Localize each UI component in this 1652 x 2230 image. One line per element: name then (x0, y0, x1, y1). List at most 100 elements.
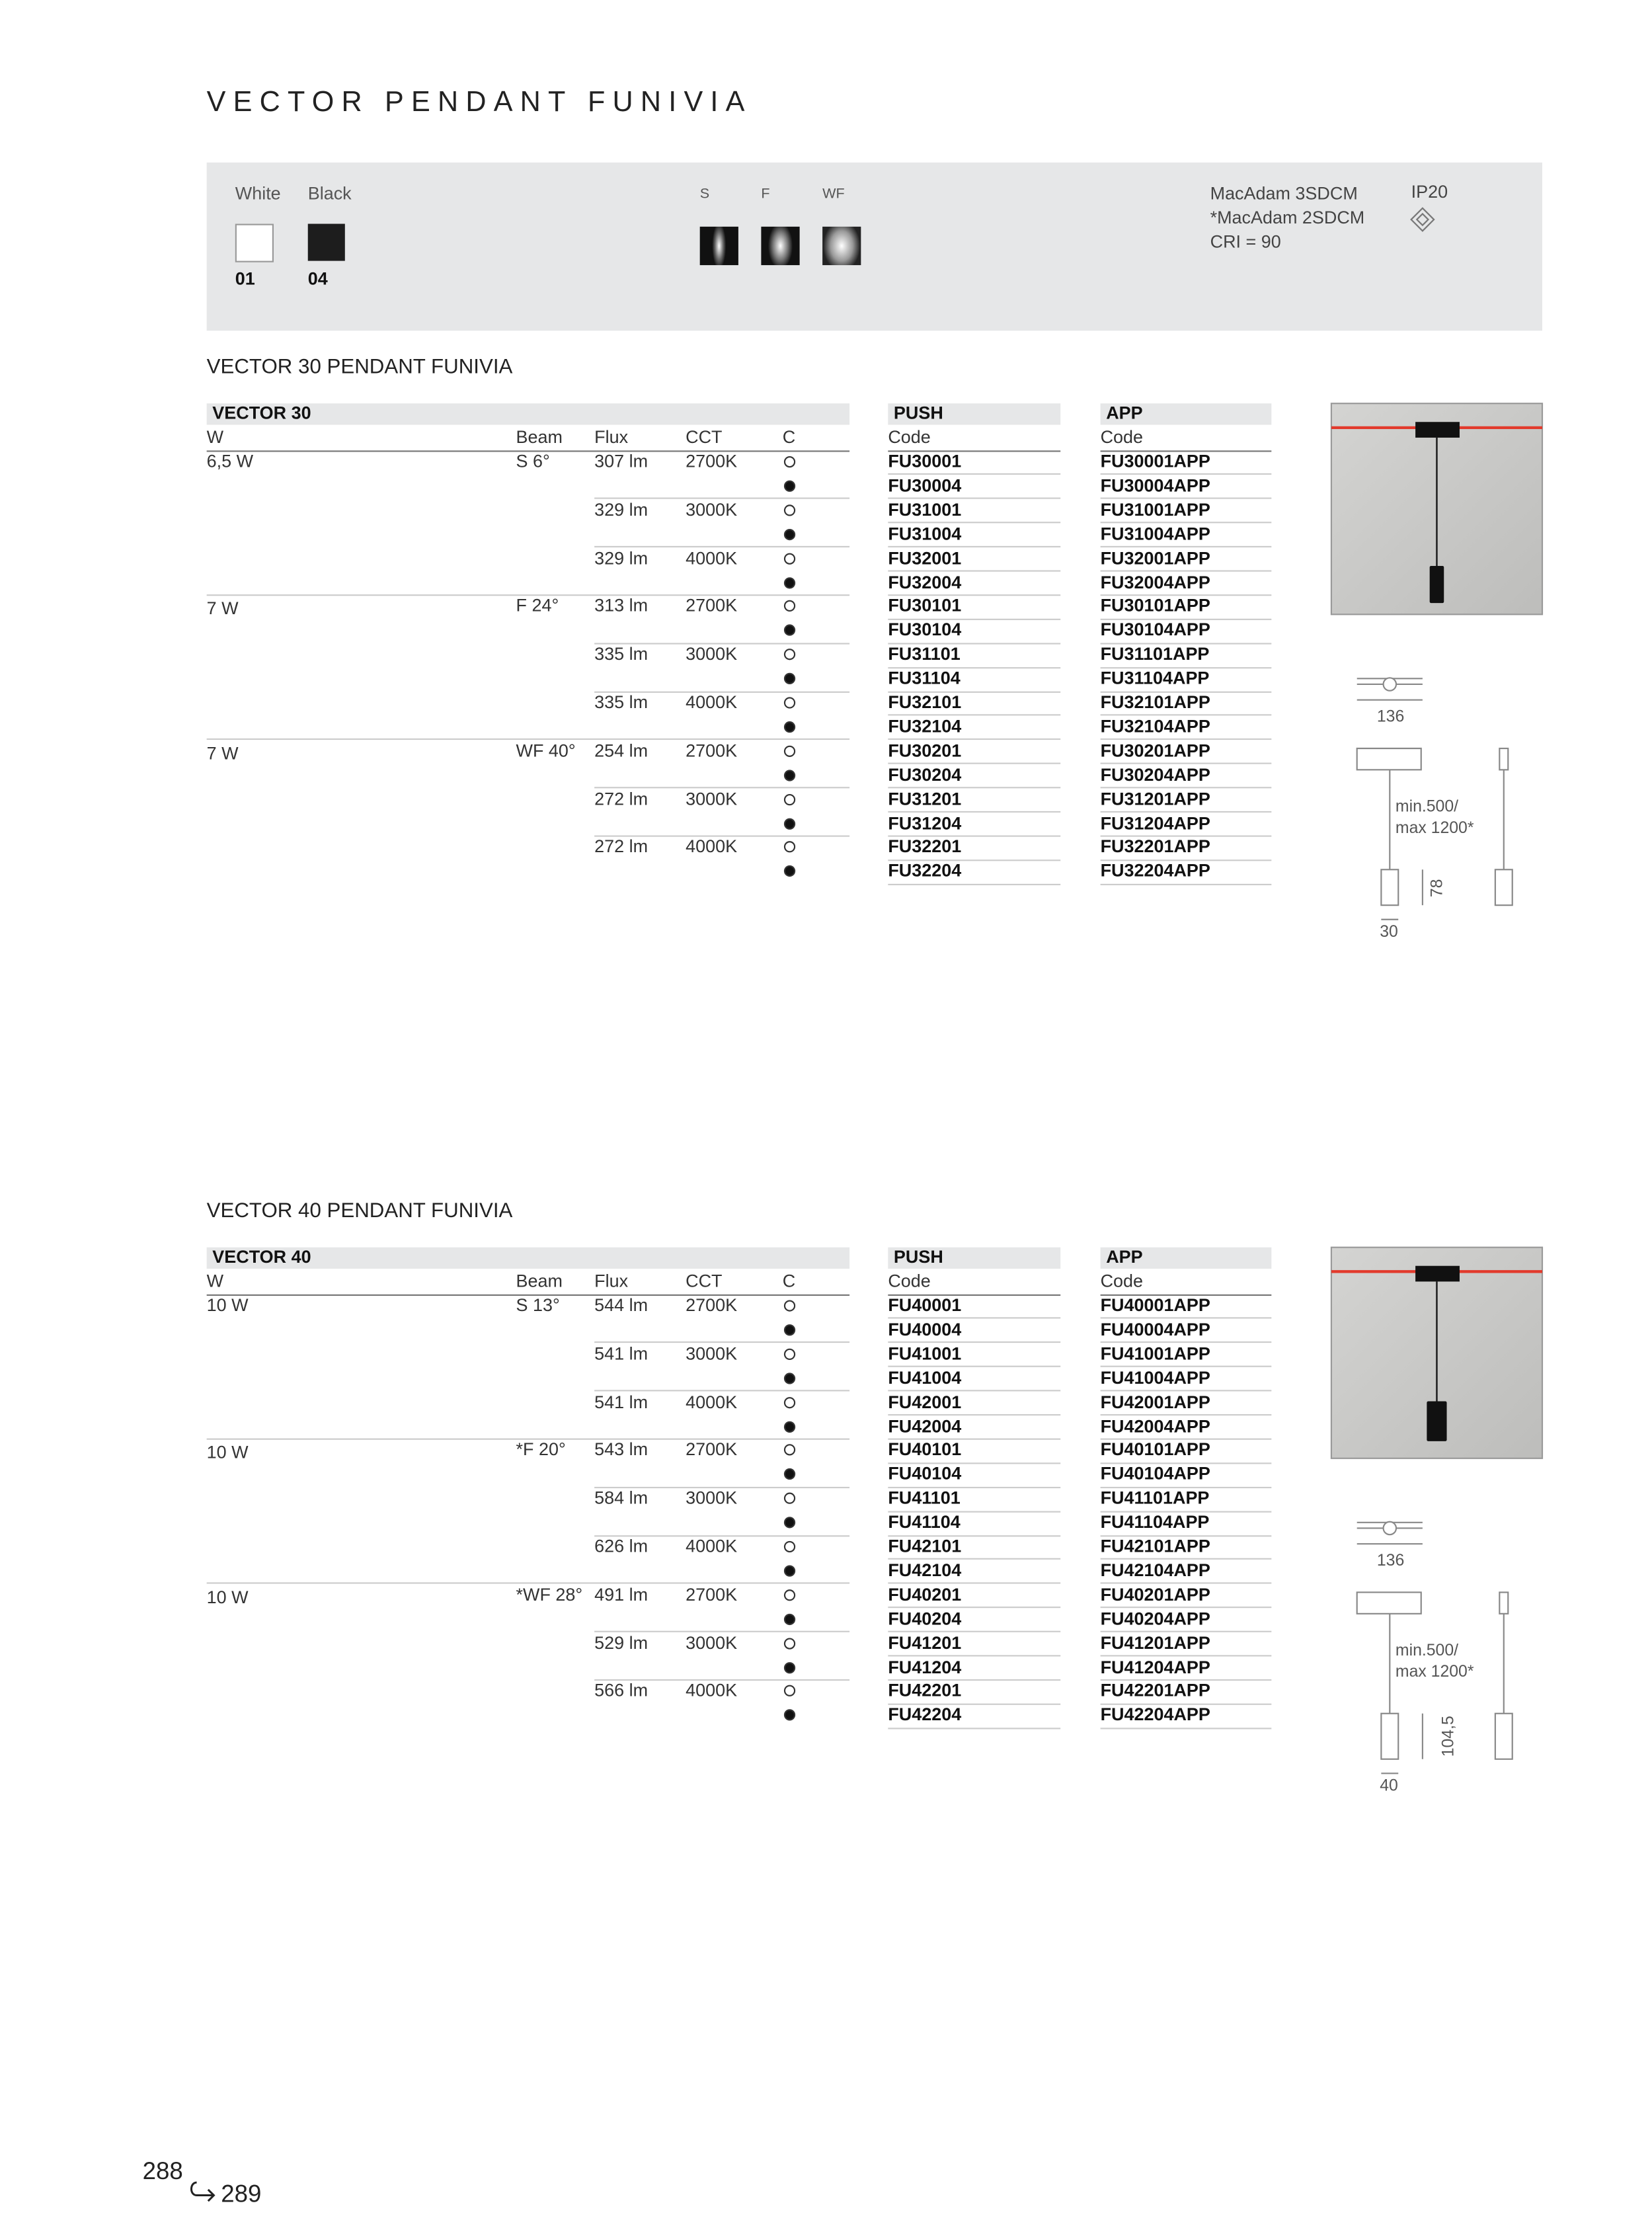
rule (888, 1414, 1061, 1416)
cct: 3000K (686, 789, 738, 809)
app-code: FU30104APP (1100, 620, 1210, 641)
finish-dot (783, 600, 796, 612)
power: 10 W (206, 1587, 249, 1608)
finish-dot (783, 1348, 796, 1360)
push-code: FU32104 (888, 716, 962, 737)
push-code: FU42001 (888, 1392, 962, 1412)
finish-dot (783, 1637, 796, 1649)
app-code: FU41204APP (1100, 1657, 1210, 1677)
push-header: PUSH (893, 1247, 943, 1267)
technical-drawing (1340, 670, 1525, 955)
rule (1100, 642, 1272, 644)
page-title: VECTOR PENDANT FUNIVIA (206, 87, 752, 118)
rule (594, 1534, 850, 1536)
app-code: FU32201APP (1100, 836, 1210, 857)
rule (888, 570, 1061, 572)
rule (1100, 1703, 1272, 1705)
cct: 4000K (686, 836, 738, 857)
rule (888, 1558, 1061, 1560)
rule (888, 1438, 1061, 1440)
app-code: FU32001APP (1100, 547, 1210, 568)
rule (1100, 522, 1272, 524)
finish-dot (783, 745, 796, 757)
dimension: 136 (1376, 1552, 1405, 1570)
rule (1100, 1438, 1272, 1440)
push-code: FU32004 (888, 572, 962, 592)
app-code: FU41101APP (1100, 1488, 1210, 1509)
push-code: FU32001 (888, 547, 962, 568)
rule (888, 787, 1061, 789)
rule (888, 546, 1061, 548)
finish-dot (783, 649, 796, 660)
column-header: C (782, 1271, 796, 1291)
rule (1100, 811, 1272, 813)
finish-dot (783, 504, 796, 516)
header-bar (888, 1247, 1061, 1269)
drawing-lines (1356, 1521, 1513, 1774)
finish-dot (783, 1372, 796, 1384)
rule (1100, 450, 1272, 452)
flux: 544 lm (594, 1295, 649, 1316)
rule (1100, 1558, 1272, 1560)
rule (1100, 1414, 1272, 1416)
ip-rating: IP20 (1411, 182, 1448, 202)
flux: 626 lm (594, 1536, 649, 1557)
push-code: FU41101 (888, 1488, 961, 1509)
flux: 335 lm (594, 644, 649, 664)
app-code: FU30201APP (1100, 740, 1210, 761)
finish-dot (783, 1589, 796, 1601)
finish-dot (783, 817, 796, 829)
beam-label: S (699, 186, 710, 203)
rule (1100, 594, 1272, 596)
finish-label: White (235, 183, 281, 204)
flux: 307 lm (594, 451, 649, 472)
cct: 4000K (686, 1681, 738, 1701)
beam-label: F (761, 186, 770, 203)
rule (888, 1679, 1061, 1681)
column-header: Beam (516, 1271, 563, 1291)
rule (888, 1655, 1061, 1657)
section-title: VECTOR 40 PENDANT FUNIVIA (206, 1199, 513, 1223)
rule (1100, 1534, 1272, 1536)
push-code: FU40204 (888, 1609, 962, 1629)
rule (1100, 1510, 1272, 1512)
product-photo (1330, 403, 1544, 616)
rule (888, 690, 1061, 692)
finish-dot (783, 842, 796, 854)
push-code: FU42004 (888, 1415, 962, 1436)
push-code: FU30201 (888, 740, 962, 761)
column-header: Flux (594, 1271, 629, 1291)
cct: 3000K (686, 1488, 738, 1509)
technical-drawing-svg (1356, 1521, 1513, 1774)
class-icon (1410, 207, 1435, 232)
rule (888, 1630, 1061, 1633)
rule (888, 450, 1061, 452)
finish-dot (783, 721, 796, 733)
cct: 2700K (686, 1295, 738, 1316)
rule (1100, 1679, 1272, 1681)
app-code: FU42004APP (1100, 1415, 1210, 1436)
beam: F 24° (516, 596, 559, 616)
rule (594, 1630, 850, 1633)
finish-dot (783, 528, 796, 540)
rule (1100, 738, 1272, 740)
rule (888, 1510, 1061, 1512)
push-code: FU40101 (888, 1440, 962, 1460)
rule (1100, 1341, 1272, 1343)
app-code: FU40101APP (1100, 1440, 1210, 1460)
push-code: FU31201 (888, 789, 962, 809)
beam: S 13° (516, 1295, 560, 1316)
finish-dot (783, 1709, 796, 1722)
cct: 2700K (686, 451, 738, 472)
app-code: FU41001APP (1100, 1343, 1210, 1364)
flux: 491 lm (594, 1584, 649, 1605)
product-photo-svg (1330, 403, 1544, 616)
rule (1100, 787, 1272, 789)
column-header: Code (888, 427, 931, 448)
column-header: Flux (594, 427, 629, 448)
column-header: CCT (686, 1271, 723, 1291)
finish-dot (783, 769, 796, 781)
app-code: FU40204APP (1100, 1609, 1210, 1629)
push-code: FU41201 (888, 1632, 962, 1653)
